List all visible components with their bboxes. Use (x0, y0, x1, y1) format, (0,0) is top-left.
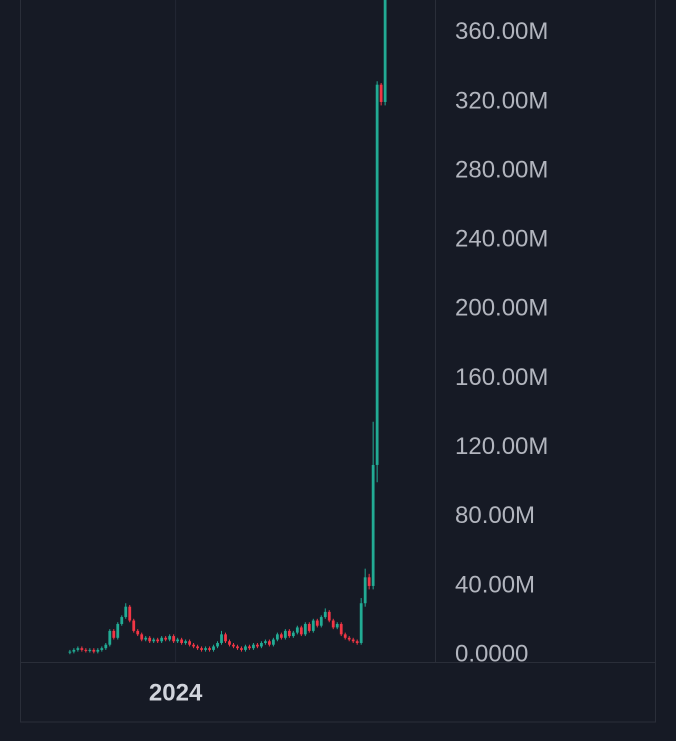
y-tick-label: 40.00M (455, 571, 535, 598)
y-tick-label: 80.00M (455, 502, 535, 529)
candle-body (295, 627, 299, 633)
candle-body (359, 603, 363, 643)
candle-body (152, 639, 156, 642)
candle-body (347, 637, 351, 640)
candle-body (248, 646, 251, 649)
y-tick-label: 200.00M (455, 295, 548, 322)
candle-body (327, 611, 331, 621)
candle-body (120, 617, 124, 624)
candle-body (96, 649, 100, 652)
candle-body (260, 642, 263, 647)
candle-body (68, 651, 72, 653)
candle-body (244, 646, 247, 650)
candle-body (132, 620, 136, 631)
candle-body (180, 639, 184, 643)
x-tick-label: 2024 (149, 679, 203, 706)
candle-body (232, 644, 235, 647)
candle-body (116, 623, 120, 638)
candle-body (220, 634, 223, 643)
y-tick-label: 0.0000 (455, 640, 528, 667)
candle-body (351, 639, 355, 642)
candle-body (315, 620, 319, 626)
candle-body (216, 642, 219, 647)
candle-body (303, 623, 307, 635)
candle-body (192, 644, 195, 647)
candle-body (136, 630, 140, 635)
candle-body (228, 641, 231, 645)
candle-body (188, 641, 191, 645)
candle-body (367, 577, 371, 586)
candle-body (92, 649, 96, 652)
candle-body (264, 641, 267, 643)
candle-body (224, 634, 227, 642)
candle-body (184, 641, 187, 643)
y-tick-label: 240.00M (455, 226, 548, 253)
candle-body (124, 606, 128, 618)
candle-body (72, 649, 76, 652)
candles (68, 0, 387, 655)
candle-body (160, 637, 164, 642)
candle-body (176, 639, 180, 642)
candle-body (88, 649, 92, 651)
candle-body (311, 620, 315, 631)
frame (20, 0, 656, 723)
candle-body (355, 641, 359, 643)
candle-body (156, 639, 160, 642)
candle-body (200, 648, 203, 650)
candle-body (140, 634, 144, 640)
candle-body (168, 636, 172, 640)
candle-body (100, 648, 104, 650)
candle-body (323, 611, 327, 618)
candle-body (319, 617, 323, 626)
candle-body (379, 84, 383, 102)
candle-body (236, 646, 239, 649)
candle-body (164, 637, 168, 640)
candle-body (371, 464, 375, 586)
candle-body (299, 627, 303, 635)
candle-body (148, 637, 152, 642)
candle-body (339, 623, 343, 635)
candle-body (128, 606, 132, 621)
candle-body (291, 632, 295, 637)
candle-body (144, 637, 148, 640)
candle-body (256, 644, 259, 647)
candle-body (287, 630, 291, 637)
y-tick-label: 360.00M (455, 18, 548, 45)
candle-body (279, 634, 283, 638)
candle-body (76, 648, 80, 650)
y-tick-label: 280.00M (455, 156, 548, 183)
candle-body (204, 648, 207, 650)
candle-body (104, 644, 108, 649)
labels: 0.0000 40.00M 80.00M 120.00M 160.00M 200.00M 2… (149, 18, 548, 706)
candle-body (112, 630, 116, 638)
candle-body (307, 623, 311, 631)
candle-body (268, 641, 271, 645)
y-tick-label: 160.00M (455, 364, 548, 391)
candle-body (80, 648, 84, 650)
candle-body (271, 639, 275, 645)
candle-body (172, 636, 176, 642)
candle-body (212, 646, 215, 650)
candle-body (275, 634, 279, 640)
candle-body (108, 630, 112, 645)
candle-body (84, 649, 88, 651)
candle-body (363, 577, 367, 604)
candle-body (335, 623, 339, 628)
candle-body (208, 648, 211, 650)
candle-body (331, 620, 335, 628)
candle-body (343, 634, 347, 638)
y-tick-label: 320.00M (455, 87, 548, 114)
candle-body (196, 646, 199, 649)
candle-body (283, 630, 287, 638)
candle-body (375, 84, 379, 465)
candle-body (252, 644, 255, 649)
candle-body (383, 0, 387, 102)
candle-body (240, 648, 243, 650)
y-tick-label: 120.00M (455, 433, 548, 460)
